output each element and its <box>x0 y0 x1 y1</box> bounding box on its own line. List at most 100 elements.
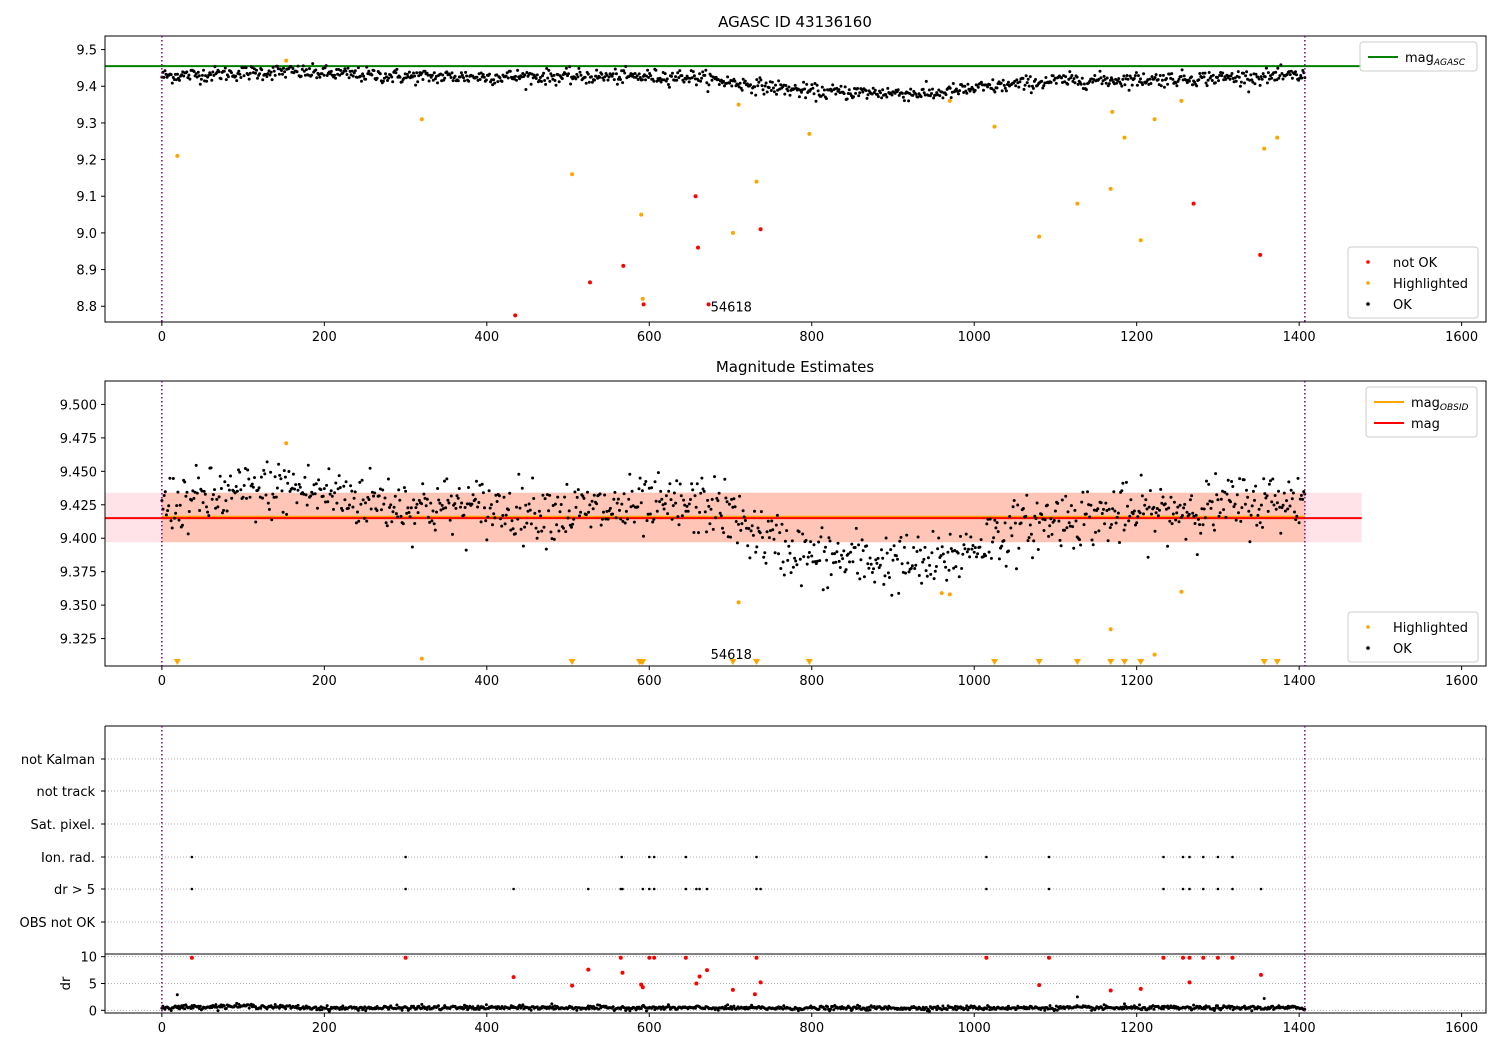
ok-point <box>703 510 707 514</box>
ok-point <box>658 76 662 80</box>
ok-point <box>370 490 374 494</box>
y-tick-label: 9.425 <box>60 499 97 514</box>
ok-point <box>934 565 938 568</box>
highlighted-offscale-point <box>1107 658 1115 665</box>
ok-point <box>187 510 191 513</box>
ok-point <box>339 69 343 72</box>
ok-point <box>209 466 213 470</box>
ok-point <box>544 82 548 86</box>
ok-point <box>263 472 267 476</box>
ok-point <box>1028 75 1032 79</box>
ok-point <box>611 512 615 516</box>
ok-point <box>518 506 522 510</box>
ok-point <box>749 83 752 87</box>
ok-point <box>1256 513 1260 517</box>
ok-point <box>1123 83 1127 87</box>
ok-point <box>627 497 631 501</box>
ok-point <box>251 485 255 489</box>
ok-point <box>557 529 561 533</box>
ok-point <box>1170 522 1174 526</box>
ok-point <box>633 72 637 75</box>
ok-point <box>1185 81 1189 85</box>
ok-point <box>1017 546 1021 550</box>
ok-point <box>1146 555 1150 559</box>
ok-point <box>280 489 284 493</box>
ok-point <box>765 530 769 534</box>
ok-point <box>257 486 261 490</box>
ok-point <box>879 91 882 95</box>
flag-point <box>1216 855 1220 859</box>
ok-point <box>1009 526 1013 530</box>
ok-point <box>538 76 542 79</box>
ok-point <box>741 77 745 81</box>
ok-point <box>860 538 864 542</box>
ok-point <box>386 477 390 481</box>
ok-point <box>1051 74 1055 78</box>
ok-point <box>519 527 523 531</box>
ok-point <box>1000 89 1004 93</box>
ok-point <box>1242 478 1246 482</box>
ok-point <box>1217 79 1220 83</box>
ok-point <box>587 80 591 84</box>
ok-point <box>621 519 625 523</box>
ok-point <box>674 501 678 505</box>
ok-point <box>1199 531 1203 535</box>
ok-point <box>965 550 969 554</box>
flag-point <box>621 887 624 891</box>
ok-point <box>870 92 874 96</box>
ok-point <box>862 575 866 579</box>
ok-point <box>1079 82 1083 86</box>
ok-point <box>865 544 869 548</box>
ok-point <box>237 69 241 73</box>
ok-point <box>779 567 783 570</box>
ok-point <box>571 522 575 526</box>
flag-point <box>755 887 758 891</box>
ok-point <box>449 76 453 79</box>
ok-point <box>1217 514 1221 518</box>
ok-point <box>868 1008 872 1012</box>
ok-point <box>737 522 740 526</box>
ok-point <box>622 492 626 496</box>
ok-point <box>552 73 556 77</box>
ok-point <box>1281 77 1285 81</box>
ok-point <box>277 1006 281 1010</box>
ok-point <box>301 64 305 68</box>
ok-point <box>848 560 851 564</box>
ok-point <box>1094 530 1097 534</box>
ok-point <box>583 75 587 79</box>
ok-point <box>253 476 256 480</box>
ok-point <box>1036 548 1040 551</box>
ok-point <box>667 85 671 89</box>
ok-point <box>706 498 710 502</box>
ok-point <box>1162 85 1166 89</box>
ok-point <box>508 491 512 495</box>
ok-point <box>746 544 750 548</box>
ok-point <box>646 512 650 516</box>
ok-point <box>297 482 301 486</box>
ok-point <box>930 92 933 95</box>
ok-point <box>1196 517 1200 521</box>
ok-point <box>979 80 983 84</box>
ok-point <box>1192 514 1196 518</box>
ok-point <box>896 557 899 561</box>
ok-point <box>325 483 329 487</box>
highlighted-point <box>1110 109 1115 114</box>
ok-point <box>676 71 680 75</box>
ok-point <box>387 76 391 80</box>
not-ok-point <box>1187 955 1192 960</box>
ok-point <box>210 78 214 82</box>
ok-point <box>226 75 230 79</box>
ok-point <box>1082 82 1086 86</box>
ok-point <box>711 527 715 531</box>
ok-point <box>283 70 287 74</box>
ok-point <box>494 493 498 497</box>
ok-point <box>578 70 582 74</box>
ok-point <box>786 89 790 93</box>
ok-point <box>1301 497 1305 501</box>
ok-point <box>920 581 924 585</box>
not-ok-point <box>511 975 516 980</box>
ok-point <box>467 486 470 489</box>
ok-point <box>966 82 970 86</box>
ok-point <box>465 74 469 78</box>
ok-point <box>856 571 859 575</box>
